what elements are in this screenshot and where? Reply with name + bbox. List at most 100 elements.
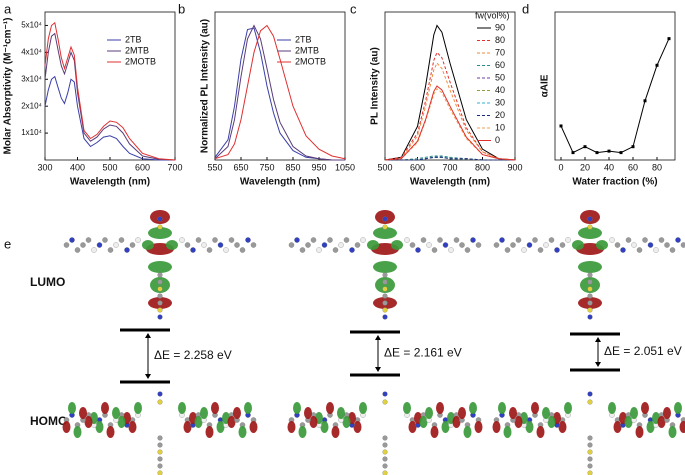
y-tick-label: 1x10⁴ xyxy=(21,128,42,137)
orbital-lobe xyxy=(430,426,439,438)
atom xyxy=(288,242,295,248)
orbital-lobe xyxy=(194,416,203,428)
atom xyxy=(316,247,322,253)
atom xyxy=(470,237,476,243)
atom xyxy=(587,442,593,448)
x-tick-label: 700 xyxy=(167,162,182,172)
atom xyxy=(587,435,593,441)
orbital-lobe xyxy=(525,421,534,433)
atom xyxy=(113,242,119,248)
atom xyxy=(294,237,300,243)
atom xyxy=(587,272,593,278)
atom xyxy=(201,242,207,248)
atom xyxy=(91,247,97,253)
atom xyxy=(587,449,593,455)
atom xyxy=(206,247,213,253)
series-line xyxy=(214,24,346,160)
atom xyxy=(332,247,339,253)
arrow-head xyxy=(145,374,151,379)
atom xyxy=(587,300,593,306)
atom xyxy=(129,242,136,248)
orbital-lobe xyxy=(503,426,512,438)
orbital-lobe xyxy=(326,402,334,414)
orbital-lobe xyxy=(106,426,115,438)
atom xyxy=(442,242,449,248)
energy-gap: ΔE = 2.161 eV xyxy=(384,346,462,360)
orbital-lobe xyxy=(95,421,104,433)
orbital-lobe xyxy=(293,402,301,414)
orbital-lobe xyxy=(200,407,208,419)
orbital-lobe xyxy=(578,227,602,239)
orbital-lobe xyxy=(547,416,556,428)
atom xyxy=(565,237,571,243)
orbital-lobe xyxy=(367,240,379,250)
legend-label: 2TB xyxy=(295,34,312,44)
atom xyxy=(217,242,224,248)
panel-label: b xyxy=(178,1,185,16)
atom xyxy=(157,399,163,405)
x-tick-label: 20 xyxy=(580,162,590,172)
orbital-lobe xyxy=(148,227,172,239)
orbital-lobe xyxy=(216,421,225,433)
legend-title: fw(vol%) xyxy=(475,10,510,20)
legend-label: 2MOTB xyxy=(295,56,326,66)
x-tick-label: 900 xyxy=(507,162,522,172)
atom xyxy=(510,242,516,248)
x-tick-label: 650 xyxy=(233,162,248,172)
atom xyxy=(382,279,388,285)
orbital-lobe xyxy=(205,426,214,438)
series-line xyxy=(44,32,176,161)
atom xyxy=(658,237,665,243)
orbital-lobe xyxy=(298,426,307,438)
orbital-lobe xyxy=(359,402,367,414)
y-tick-label: 3x10⁴ xyxy=(21,74,42,83)
orbital-lobe xyxy=(536,426,545,438)
orbital-lobe xyxy=(148,261,172,273)
marker xyxy=(619,151,623,155)
orbital-lobe xyxy=(337,407,345,419)
legend-label: 2TB xyxy=(125,34,142,44)
arrow-head xyxy=(375,335,381,340)
orbital-lobe xyxy=(391,240,403,250)
atom xyxy=(157,307,163,313)
orbital-lobe xyxy=(635,426,644,438)
x-tick-label: 800 xyxy=(475,162,490,172)
atom xyxy=(499,237,505,243)
atom xyxy=(587,463,593,469)
y-tick-label: 2x10⁴ xyxy=(21,101,42,110)
atom xyxy=(63,242,70,248)
panel-label: c xyxy=(350,1,357,16)
legend-label: 60 xyxy=(495,60,505,70)
orbital-lobe xyxy=(624,416,633,428)
y-tick-label: 4x10⁴ xyxy=(21,47,42,56)
orbital-lobe xyxy=(117,416,126,428)
orbital-lobe xyxy=(166,240,178,250)
atom xyxy=(664,242,670,248)
orbital-lobe xyxy=(373,227,397,239)
homo-label: HOMO xyxy=(30,414,67,428)
orbital-lobe xyxy=(580,277,600,293)
orbital-lobe xyxy=(463,426,472,438)
x-tick-label: 80 xyxy=(652,162,662,172)
atom xyxy=(157,272,163,278)
orbital-lobe xyxy=(309,416,318,428)
atom xyxy=(453,237,460,243)
legend-label: 2MTB xyxy=(125,45,149,55)
arrow-head xyxy=(595,337,601,342)
orbital-lobe xyxy=(373,261,397,273)
y-axis-label: αAIE xyxy=(540,74,551,97)
legend-label: 20 xyxy=(495,110,505,120)
atom xyxy=(157,463,163,469)
orbital-lobe xyxy=(608,402,616,414)
orbital-lobe xyxy=(244,402,252,414)
x-tick-label: 1050 xyxy=(335,162,355,172)
atom xyxy=(415,247,421,253)
orbital-lobe xyxy=(84,416,93,428)
atom xyxy=(680,242,685,248)
orbital-lobe xyxy=(249,421,258,433)
orbital-lobe xyxy=(596,240,608,250)
atom xyxy=(382,463,388,469)
atom xyxy=(647,242,654,248)
atom xyxy=(631,242,637,248)
atom xyxy=(234,242,240,248)
